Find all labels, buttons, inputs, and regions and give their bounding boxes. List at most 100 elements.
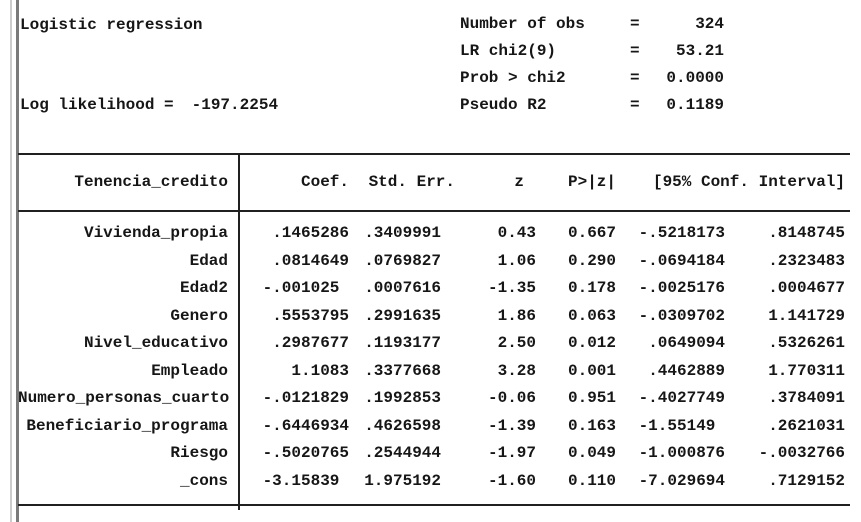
cell-ci-high: .2323483 [768, 252, 845, 270]
stat-value: 324 [695, 15, 724, 33]
cell-ci-low: -.0694184 [638, 252, 725, 270]
cell-z: 2.50 [497, 334, 536, 352]
cell-variable: Beneficiario_programa [26, 417, 228, 435]
cell-ci-high: .8148745 [768, 224, 845, 242]
cell-pvalue: 0.667 [567, 224, 616, 242]
cell-z: 0.43 [497, 224, 536, 242]
cell-z: -1.39 [487, 417, 536, 435]
cell-z: 1.06 [497, 252, 536, 270]
table-bottom-rule [18, 504, 850, 506]
cell-stderr: .0769827 [364, 252, 441, 270]
table-header-row: Tenencia_credito Coef. Std. Err. z P>|z|… [0, 173, 861, 195]
header-coef: Coef. [300, 173, 349, 191]
cell-pvalue: 0.012 [567, 334, 616, 352]
cell-variable: Empleado [151, 362, 228, 380]
cell-ci-high: .5326261 [768, 334, 845, 352]
cell-coef: -3.15839 [262, 472, 349, 490]
header-depvar: Tenencia_credito [74, 173, 228, 191]
cell-coef: -.0121829 [262, 389, 349, 407]
cell-ci-high: .2621031 [768, 417, 845, 435]
stat-row-pseudor2: Pseudo R2 = 0.1189 [0, 96, 861, 118]
cell-coef: -.001025 [262, 279, 349, 297]
cell-ci-high: 1.770311 [768, 362, 845, 380]
cell-z: -1.97 [487, 444, 536, 462]
header-stderr: Std. Err. [368, 173, 455, 191]
stat-row-lrchi2: LR chi2(9) = 53.21 [0, 42, 861, 64]
cell-ci-low: -.5218173 [638, 224, 725, 242]
cell-coef: .0814649 [272, 252, 349, 270]
header-pvalue: P>|z| [567, 173, 616, 191]
cell-ci-low: -.4027749 [638, 389, 725, 407]
cell-stderr: .1193177 [364, 334, 441, 352]
table-row: Beneficiario_programa -.6446934 .4626598 -1… [0, 417, 861, 439]
cell-variable: Riesgo [170, 444, 228, 462]
cell-ci-low: -.0309702 [638, 307, 725, 325]
stat-value: 0.1189 [666, 96, 724, 114]
stat-label: Prob > chi2 [460, 69, 566, 87]
equals-sign: = [630, 42, 640, 60]
window-left-border-inner [16, 0, 19, 522]
table-row: _cons -3.15839 1.975192 -1.60 0.110 -7.02969… [0, 472, 861, 494]
cell-coef: -.6446934 [262, 417, 349, 435]
table-row: Empleado 1.1083 .3377668 3.28 0.001 .4462889 1… [0, 362, 861, 384]
stat-value: 53.21 [675, 42, 724, 60]
table-row: Nivel_educativo .2987677 .1193177 2.50 0.012… [0, 334, 861, 356]
cell-stderr: 1.975192 [364, 472, 441, 490]
cell-ci-low: -1.55149 [638, 417, 725, 435]
table-row: Numero_personas_cuarto -.0121829 .1992853 -… [0, 389, 861, 411]
cell-pvalue: 0.290 [567, 252, 616, 270]
table-row: Genero .5553795 .2991635 1.86 0.063 -.0309702… [0, 307, 861, 329]
cell-variable: _cons [179, 472, 228, 490]
cell-z: -1.60 [487, 472, 536, 490]
table-column-divider [238, 153, 240, 510]
cell-pvalue: 0.178 [567, 279, 616, 297]
table-row: Edad2 -.001025 .0007616 -1.35 0.178 -.002517… [0, 279, 861, 301]
stat-row-prob: Prob > chi2 = 0.0000 [0, 69, 861, 91]
cell-stderr: .1992853 [364, 389, 441, 407]
cell-ci-high: 1.141729 [768, 307, 845, 325]
cell-coef: .2987677 [272, 334, 349, 352]
equals-sign: = [630, 69, 640, 87]
cell-coef: 1.1083 [291, 362, 349, 380]
stat-row-obs: Number of obs = 324 [0, 15, 861, 37]
cell-coef: -.5020765 [262, 444, 349, 462]
cell-stderr: .2991635 [364, 307, 441, 325]
cell-stderr: .3377668 [364, 362, 441, 380]
cell-pvalue: 0.001 [567, 362, 616, 380]
cell-ci-high: .7129152 [768, 472, 845, 490]
cell-z: 1.86 [497, 307, 536, 325]
cell-pvalue: 0.063 [567, 307, 616, 325]
cell-ci-low: .4462889 [648, 362, 725, 380]
table-row: Riesgo -.5020765 .2544944 -1.97 0.049 -1.0008… [0, 444, 861, 466]
window-left-border-outer [10, 0, 12, 522]
stat-value: 0.0000 [666, 69, 724, 87]
cell-stderr: .3409991 [364, 224, 441, 242]
table-header-rule [18, 210, 850, 212]
cell-variable: Genero [170, 307, 228, 325]
cell-pvalue: 0.110 [567, 472, 616, 490]
cell-pvalue: 0.951 [567, 389, 616, 407]
stat-label: Number of obs [460, 15, 585, 33]
cell-ci-high: .0004677 [768, 279, 845, 297]
stat-label: Pseudo R2 [460, 96, 547, 114]
cell-variable: Nivel_educativo [83, 334, 228, 352]
table-top-rule [18, 153, 850, 155]
cell-z: 3.28 [497, 362, 536, 380]
header-conf-interval: [95% Conf. Interval] [652, 173, 845, 191]
header-z: z [514, 173, 524, 191]
table-row: Vivienda_propia .1465286 .3409991 0.43 0.667… [0, 224, 861, 246]
cell-coef: .5553795 [272, 307, 349, 325]
log-likelihood-line: Log likelihood = -197.2254 [20, 96, 278, 114]
cell-ci-low: -.0025176 [638, 279, 725, 297]
cell-stderr: .2544944 [364, 444, 441, 462]
cell-variable: Numero_personas_cuarto [18, 389, 230, 407]
cell-pvalue: 0.163 [567, 417, 616, 435]
cell-ci-low: -1.000876 [638, 444, 725, 462]
equals-sign: = [630, 96, 640, 114]
cell-ci-low: .0649094 [648, 334, 725, 352]
cell-stderr: .0007616 [364, 279, 441, 297]
cell-variable: Edad2 [179, 279, 228, 297]
cell-ci-high: -.0032766 [758, 444, 845, 462]
cell-coef: .1465286 [272, 224, 349, 242]
